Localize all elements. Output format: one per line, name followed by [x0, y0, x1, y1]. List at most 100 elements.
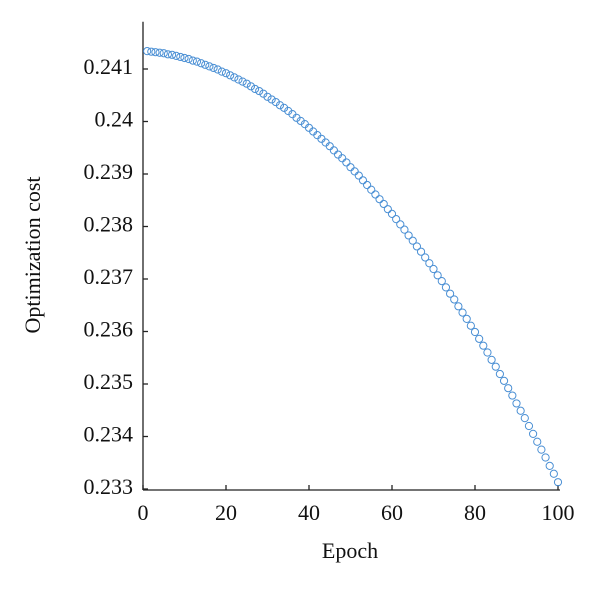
point	[234, 75, 243, 84]
point	[425, 259, 434, 268]
point	[250, 84, 260, 94]
point	[180, 53, 189, 63]
point	[533, 437, 542, 446]
x-tick-label: 20	[215, 500, 237, 525]
point	[379, 199, 388, 209]
point	[201, 60, 210, 69]
point	[491, 362, 500, 371]
point	[429, 264, 438, 274]
point	[487, 355, 496, 364]
point	[537, 445, 546, 454]
x-tick-label: 80	[464, 500, 486, 525]
point	[217, 67, 226, 76]
point	[529, 429, 538, 438]
point	[437, 277, 446, 286]
point	[400, 225, 409, 234]
point	[226, 71, 235, 80]
point	[184, 54, 193, 64]
point	[433, 271, 442, 280]
y-tick-label: 0.233	[84, 474, 134, 499]
point	[147, 47, 156, 56]
point	[408, 236, 417, 245]
point	[230, 73, 239, 82]
point	[275, 101, 285, 110]
point	[342, 158, 351, 167]
y-axis-label: Optimization cost	[20, 176, 45, 333]
point	[151, 48, 160, 57]
y-tick-label: 0.238	[84, 212, 134, 237]
point	[404, 231, 413, 240]
point	[508, 391, 517, 400]
point	[504, 384, 513, 393]
point	[450, 295, 459, 304]
point	[483, 348, 492, 357]
point	[143, 47, 152, 56]
point	[209, 63, 218, 73]
x-tick-label: 40	[298, 500, 320, 525]
point	[238, 77, 247, 86]
point	[520, 414, 529, 423]
point	[329, 146, 338, 155]
point	[458, 308, 467, 317]
point	[421, 253, 430, 262]
point	[163, 50, 172, 59]
point	[255, 86, 264, 96]
point	[549, 469, 558, 478]
point	[512, 399, 521, 408]
point	[412, 242, 421, 251]
y-tick-label: 0.241	[84, 54, 134, 79]
point	[392, 215, 401, 224]
point	[416, 247, 426, 256]
point	[267, 95, 276, 104]
point	[167, 50, 177, 59]
point	[470, 327, 480, 337]
point	[462, 314, 471, 323]
point	[221, 69, 231, 78]
x-tick-label: 100	[542, 500, 575, 525]
y-tick-label: 0.239	[84, 159, 134, 184]
point	[363, 180, 372, 190]
point	[387, 209, 397, 218]
y-tick-label: 0.234	[84, 422, 134, 447]
point	[475, 334, 484, 343]
point	[383, 205, 392, 214]
y-tick-label: 0.235	[84, 369, 134, 394]
x-tick-label: 0	[138, 500, 149, 525]
point	[499, 376, 509, 385]
point	[375, 195, 384, 204]
point	[553, 478, 563, 487]
point	[541, 453, 550, 462]
point	[205, 62, 214, 71]
point	[346, 163, 355, 172]
point	[396, 220, 405, 229]
point	[155, 48, 164, 57]
y-tick-label: 0.236	[84, 317, 134, 342]
point	[545, 461, 554, 470]
point	[446, 289, 455, 298]
point	[325, 142, 334, 151]
point	[516, 406, 525, 415]
point	[371, 190, 380, 199]
x-tick-label: 60	[381, 500, 403, 525]
point	[188, 56, 197, 65]
point	[172, 51, 181, 60]
point	[242, 79, 251, 88]
point	[192, 57, 202, 66]
point	[263, 92, 272, 101]
point	[479, 341, 488, 350]
point	[176, 52, 185, 62]
point	[246, 82, 255, 91]
point	[524, 421, 534, 431]
point	[350, 167, 359, 176]
y-tick-label: 0.24	[95, 107, 134, 132]
y-tick-label: 0.237	[84, 264, 134, 289]
point	[213, 65, 222, 74]
point	[454, 302, 463, 311]
point	[441, 283, 451, 292]
point	[159, 49, 168, 58]
point	[358, 176, 368, 185]
point	[338, 154, 347, 163]
point	[495, 369, 504, 379]
point	[466, 321, 475, 330]
